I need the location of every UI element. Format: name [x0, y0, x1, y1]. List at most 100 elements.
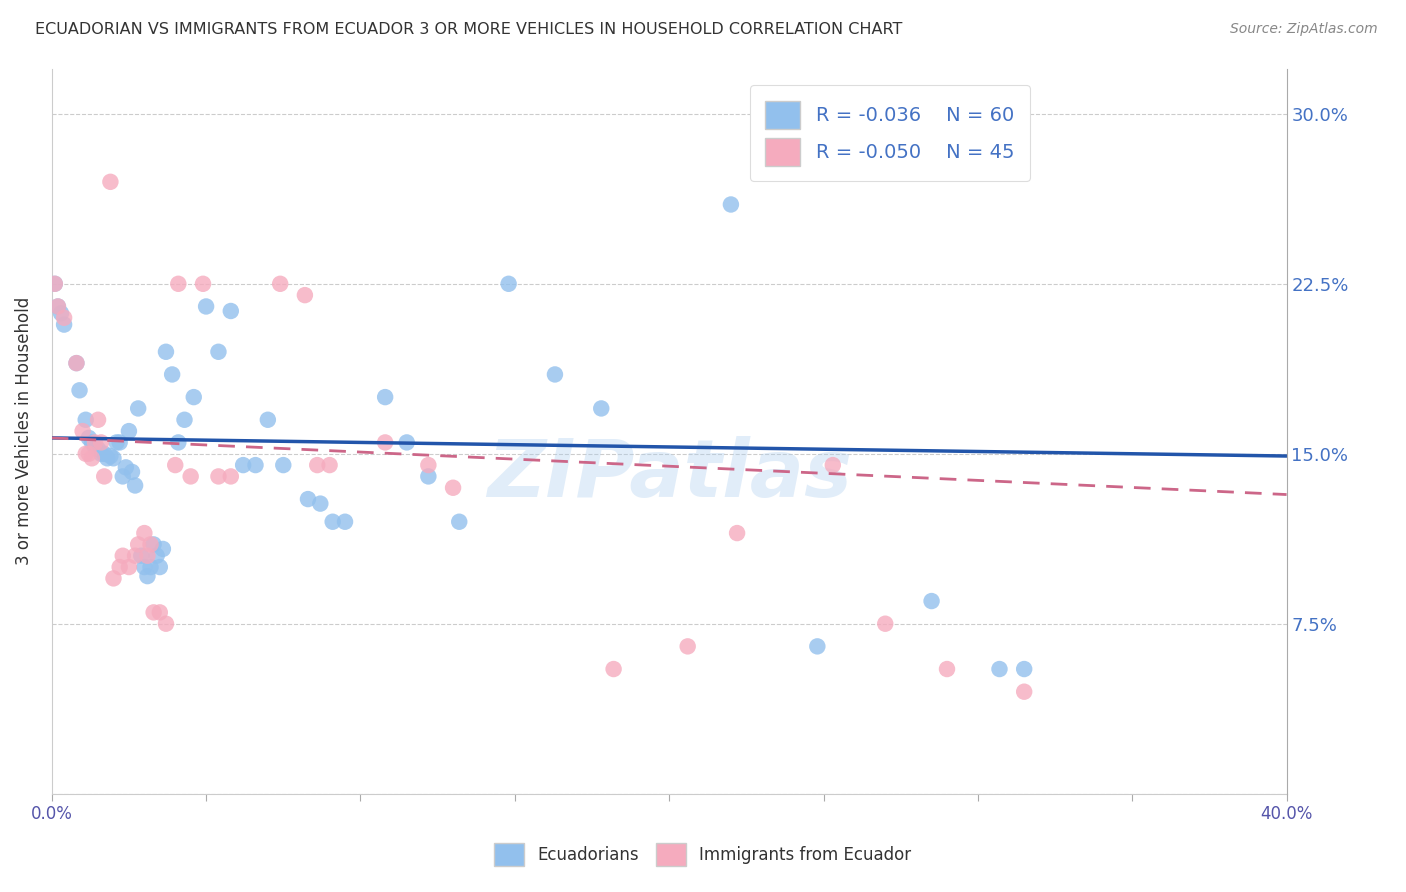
Point: [139, 560, 162, 574]
Point: [84, 435, 107, 450]
Text: ZIPatlas: ZIPatlas: [486, 435, 852, 514]
Point: [257, 413, 280, 427]
Point: [988, 662, 1011, 676]
Point: [195, 300, 218, 314]
Point: [142, 606, 165, 620]
Legend: R = -0.036    N = 60, R = -0.050    N = 45: R = -0.036 N = 60, R = -0.050 N = 45: [749, 86, 1029, 181]
Point: [75, 413, 97, 427]
Point: [134, 526, 156, 541]
Point: [191, 277, 214, 291]
Point: [46, 300, 69, 314]
Point: [44, 277, 66, 291]
Point: [65, 356, 87, 370]
Point: [93, 469, 115, 483]
Point: [84, 440, 107, 454]
Point: [118, 560, 141, 574]
Point: [294, 288, 316, 302]
Point: [103, 571, 125, 585]
Point: [124, 478, 146, 492]
Point: [142, 537, 165, 551]
Point: [921, 594, 943, 608]
Point: [127, 401, 149, 416]
Point: [271, 458, 294, 472]
Point: [207, 469, 229, 483]
Point: [124, 549, 146, 563]
Point: [136, 569, 159, 583]
Point: [591, 401, 613, 416]
Point: [165, 458, 187, 472]
Point: [80, 451, 103, 466]
Point: [136, 549, 159, 563]
Point: [111, 549, 134, 563]
Text: Source: ZipAtlas.com: Source: ZipAtlas.com: [1230, 22, 1378, 37]
Point: [395, 435, 418, 450]
Point: [100, 175, 122, 189]
Point: [72, 424, 94, 438]
Point: [108, 435, 131, 450]
Point: [53, 310, 76, 325]
Point: [121, 465, 143, 479]
Point: [821, 458, 844, 472]
Point: [80, 435, 103, 450]
Point: [152, 541, 174, 556]
Point: [725, 526, 748, 541]
Point: [245, 458, 267, 472]
Point: [103, 451, 125, 466]
Point: [207, 344, 229, 359]
Point: [90, 435, 112, 450]
Point: [322, 515, 344, 529]
Point: [90, 447, 112, 461]
Point: [183, 390, 205, 404]
Point: [720, 197, 742, 211]
Point: [77, 431, 100, 445]
Point: [219, 469, 242, 483]
Point: [219, 304, 242, 318]
Point: [118, 424, 141, 438]
Point: [806, 640, 828, 654]
Point: [145, 549, 167, 563]
Point: [936, 662, 959, 676]
Point: [149, 560, 172, 574]
Point: [115, 460, 138, 475]
Point: [77, 447, 100, 461]
Point: [139, 537, 162, 551]
Point: [155, 616, 177, 631]
Point: [269, 277, 291, 291]
Point: [53, 318, 76, 332]
Point: [127, 537, 149, 551]
Point: [96, 451, 118, 466]
Point: [75, 447, 97, 461]
Point: [418, 458, 440, 472]
Point: [1012, 684, 1035, 698]
Point: [602, 662, 624, 676]
Point: [49, 306, 72, 320]
Text: ECUADORIAN VS IMMIGRANTS FROM ECUADOR 3 OR MORE VEHICLES IN HOUSEHOLD CORRELATIO: ECUADORIAN VS IMMIGRANTS FROM ECUADOR 3 …: [35, 22, 903, 37]
Point: [69, 384, 91, 398]
Point: [108, 560, 131, 574]
Point: [333, 515, 356, 529]
Point: [129, 549, 152, 563]
Point: [100, 449, 122, 463]
Point: [676, 640, 699, 654]
Point: [180, 469, 202, 483]
Point: [134, 560, 156, 574]
Point: [297, 492, 319, 507]
Point: [105, 435, 128, 450]
Point: [544, 368, 567, 382]
Point: [498, 277, 520, 291]
Point: [875, 616, 897, 631]
Point: [1012, 662, 1035, 676]
Y-axis label: 3 or more Vehicles in Household: 3 or more Vehicles in Household: [15, 297, 32, 566]
Legend: Ecuadorians, Immigrants from Ecuador: Ecuadorians, Immigrants from Ecuador: [486, 835, 920, 875]
Point: [65, 356, 87, 370]
Point: [307, 458, 329, 472]
Point: [87, 413, 110, 427]
Point: [111, 469, 134, 483]
Point: [46, 300, 69, 314]
Point: [155, 344, 177, 359]
Point: [44, 277, 66, 291]
Point: [318, 458, 340, 472]
Point: [87, 442, 110, 457]
Point: [160, 368, 183, 382]
Point: [449, 515, 471, 529]
